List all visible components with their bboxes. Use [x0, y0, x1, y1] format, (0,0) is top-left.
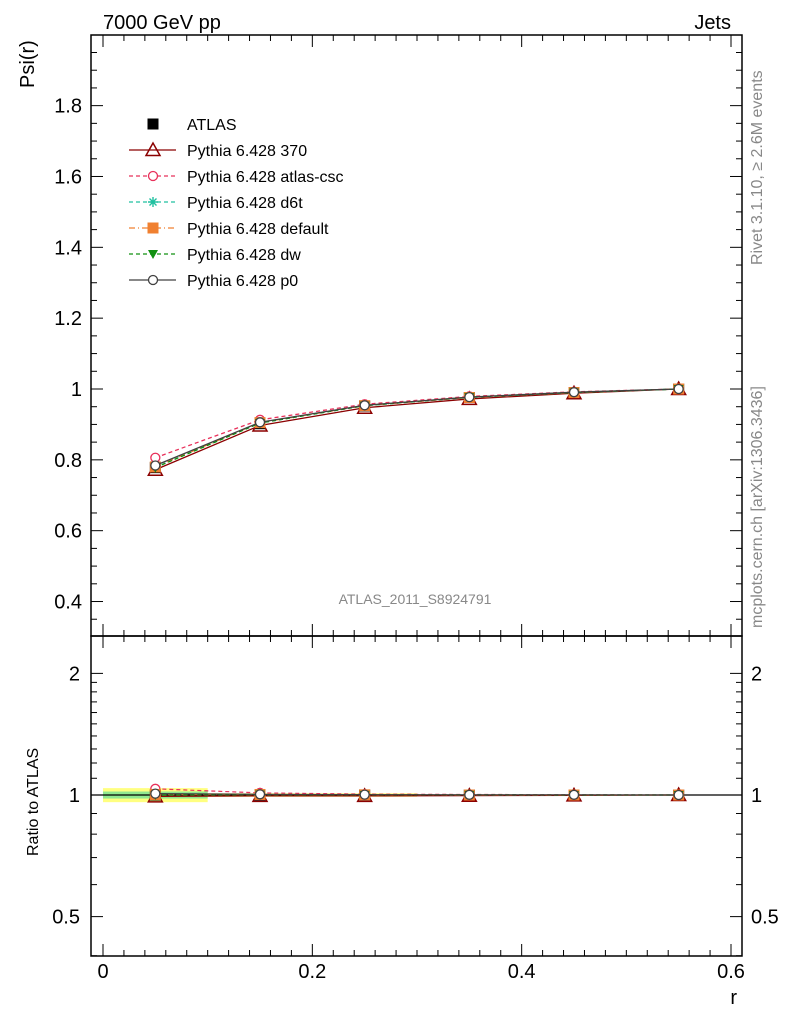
ratio-y-tick-label: 2 [69, 663, 80, 685]
main-data-point [359, 400, 370, 411]
main-y-tick-label: 1 [71, 379, 82, 401]
ratio-series-point [464, 789, 475, 800]
svg-text:mcplots.cern.ch [arXiv:1306.34: mcplots.cern.ch [arXiv:1306.3436] [749, 386, 766, 628]
main-data-point [673, 383, 684, 395]
legend-marker [147, 222, 159, 234]
main-series-group [149, 383, 685, 473]
legend-label: Pythia 6.428 370 [187, 143, 307, 160]
svg-text:Rivet 3.1.10, ≥ 2.6M events: Rivet 3.1.10, ≥ 2.6M events [749, 70, 766, 265]
ratio-panel: 0.5 0.5 1 1 2 2 0 0.2 0.4 0.6 Ratio to ATLAS r [25, 35, 779, 1009]
legend-marker [147, 170, 159, 182]
legend-marker [144, 141, 162, 157]
main-panel: 0.4 0.6 0.8 1 1.2 1.4 1.6 1.8 Psi(r) ATLAS_2011… [17, 34, 743, 637]
main-data-point [464, 391, 475, 403]
ratio-series-point [150, 788, 161, 799]
rivet-version-label: Rivet 3.1.10, ≥ 2.6M events [749, 70, 766, 265]
main-series-group [150, 383, 684, 471]
legend-marker [147, 118, 159, 130]
main-series-group [150, 384, 684, 473]
main-data-point [150, 460, 161, 471]
analysis-id-label: ATLAS_2011_S8924791 [339, 591, 492, 607]
legend-marker [147, 274, 159, 286]
ratio-series-group [150, 783, 684, 801]
ratio-series-line [155, 793, 679, 796]
main-y-tick-label: 1.6 [54, 166, 82, 188]
x-axis-label: r [730, 987, 737, 1009]
main-y-tick-label: 1.4 [54, 237, 82, 259]
main-series-group [147, 380, 687, 477]
ratio-y-tick-label-right: 1 [751, 785, 762, 807]
main-y-tick-label: 0.4 [54, 592, 82, 614]
header-right-label: Jets [694, 12, 731, 34]
main-y-tick-label: 1.2 [54, 308, 82, 330]
main-y-tick-label: 0.8 [54, 450, 82, 472]
ratio-series-point [673, 789, 684, 801]
x-tick-label: 0.6 [717, 961, 745, 983]
main-series-group [150, 383, 684, 463]
ratio-series-point [359, 789, 370, 800]
main-series-line [155, 388, 679, 459]
ratio-y-tick-label: 0.5 [52, 907, 80, 929]
x-tick-label: 0.4 [508, 961, 536, 983]
legend-marker [148, 197, 158, 207]
main-data-point [254, 417, 266, 428]
main-y-tick-label: 1.8 [54, 96, 82, 118]
legend-label: Pythia 6.428 dw [187, 247, 301, 264]
main-series-line [155, 388, 679, 467]
main-y-axis-label: Psi(r) [17, 40, 39, 88]
main-y-tick-label: 0.6 [54, 521, 82, 543]
x-tick-label: 0 [97, 961, 108, 983]
legend-label: Pythia 6.428 p0 [187, 273, 298, 290]
ratio-y-tick-label-right: 2 [751, 663, 762, 685]
main-data-point [568, 387, 580, 398]
ratio-y-tick-label-right: 0.5 [751, 907, 779, 929]
legend-label: Pythia 6.428 default [187, 221, 329, 238]
legend: ATLAS Pythia 6.428 370 Pythia 6.428 atlas-… [129, 117, 344, 290]
legend-label: ATLAS [187, 117, 237, 134]
main-series-group [149, 383, 685, 474]
ratio-series-point [254, 789, 266, 800]
main-series-group [150, 385, 684, 473]
ratio-y-axis-label: Ratio to ATLAS [25, 748, 42, 856]
header-left-label: 7000 GeV pp [103, 12, 221, 34]
x-tick-label: 0.2 [298, 961, 326, 983]
legend-label: Pythia 6.428 d6t [187, 195, 303, 212]
main-series-line [155, 388, 679, 469]
mcplots-credit-label: mcplots.cern.ch [arXiv:1306.3436] [749, 386, 766, 628]
ratio-series-point [568, 789, 580, 800]
legend-label: Pythia 6.428 atlas-csc [187, 169, 344, 186]
ratio-y-tick-label: 1 [69, 785, 80, 807]
ratio-series-group [150, 788, 684, 801]
legend-marker [148, 250, 158, 259]
